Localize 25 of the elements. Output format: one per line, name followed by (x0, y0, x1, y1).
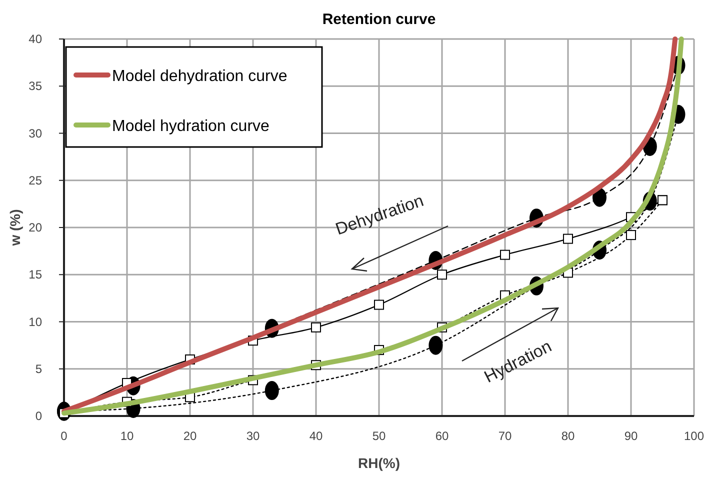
x-tick-label: 80 (561, 429, 575, 443)
legend-label: Model dehydration curve (112, 68, 288, 85)
y-tick-label: 40 (28, 32, 42, 46)
x-tick-label: 30 (246, 429, 260, 443)
y-tick-label: 0 (35, 409, 42, 423)
y-tick-label: 35 (28, 79, 42, 94)
x-tick-label: 10 (120, 429, 134, 443)
x-tick-label: 0 (60, 429, 68, 443)
y-axis-title: w (%) (7, 209, 23, 247)
x-tick-label: 20 (183, 429, 197, 443)
y-tick-label: 15 (28, 268, 42, 282)
x-tick-label: 50 (372, 429, 386, 443)
y-tick-label: 10 (28, 314, 42, 329)
x-axis-title: RH(%) (358, 455, 400, 471)
x-tick-label: 40 (309, 429, 323, 443)
y-tick-label: 30 (28, 126, 42, 140)
x-tick-label: 60 (435, 429, 449, 443)
chart-title: Retention curve (322, 11, 436, 28)
legend-label: Model hydration curve (112, 118, 270, 135)
y-tick-label: 25 (28, 173, 42, 188)
x-tick-label: 70 (498, 429, 512, 443)
y-tick-label: 20 (28, 220, 42, 234)
x-tick-label: 100 (684, 429, 704, 443)
y-tick-label: 5 (35, 362, 42, 376)
x-tick-label: 90 (624, 429, 638, 443)
